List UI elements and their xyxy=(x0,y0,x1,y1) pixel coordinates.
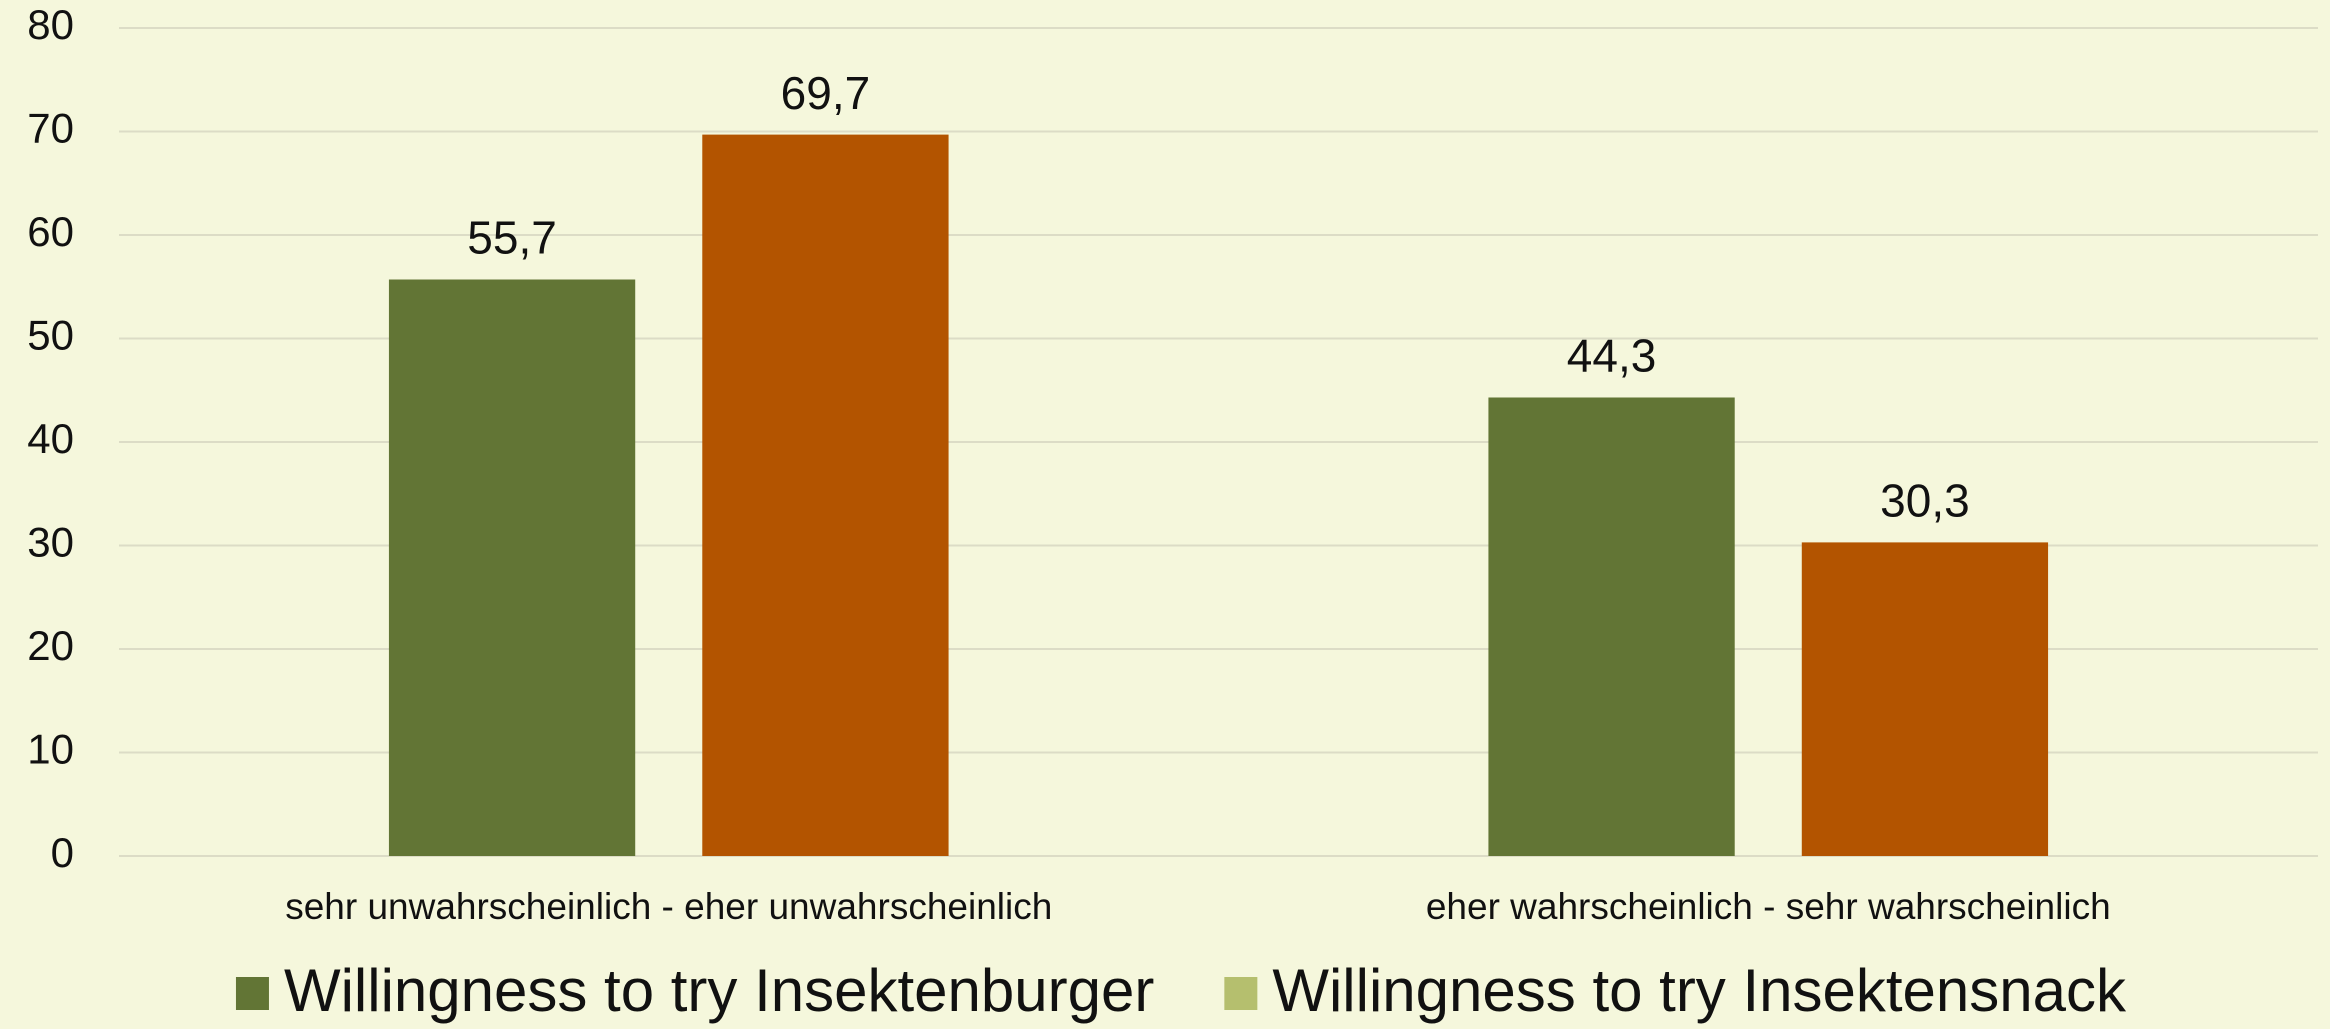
y-tick-label: 10 xyxy=(27,726,74,773)
y-tick-label: 0 xyxy=(51,829,74,876)
y-tick-label: 50 xyxy=(27,312,74,359)
legend-label: Willingness to try Insektensnack xyxy=(1272,957,2127,1024)
bar xyxy=(702,134,949,857)
bar xyxy=(1488,397,1735,856)
bar xyxy=(388,279,636,856)
legend-label: Willingness to try Insektenburger xyxy=(284,957,1154,1024)
data-label: 30,3 xyxy=(1880,475,1970,527)
x-tick-label: sehr unwahrscheinlich - eher unwahrschei… xyxy=(285,886,1052,927)
data-label: 69,7 xyxy=(781,67,871,119)
bar xyxy=(1801,542,2049,856)
data-label: 55,7 xyxy=(467,212,557,264)
y-tick-label: 70 xyxy=(27,105,74,152)
y-tick-label: 80 xyxy=(27,1,74,48)
data-label: 44,3 xyxy=(1567,330,1657,382)
legend-swatch xyxy=(1224,977,1258,1010)
y-tick-label: 60 xyxy=(27,208,74,255)
y-tick-label: 40 xyxy=(27,415,74,462)
y-tick-label: 30 xyxy=(27,519,74,566)
legend-swatch xyxy=(235,977,269,1010)
x-tick-label: eher wahrscheinlich - sehr wahrscheinlic… xyxy=(1426,886,2111,927)
y-tick-label: 20 xyxy=(27,622,74,669)
